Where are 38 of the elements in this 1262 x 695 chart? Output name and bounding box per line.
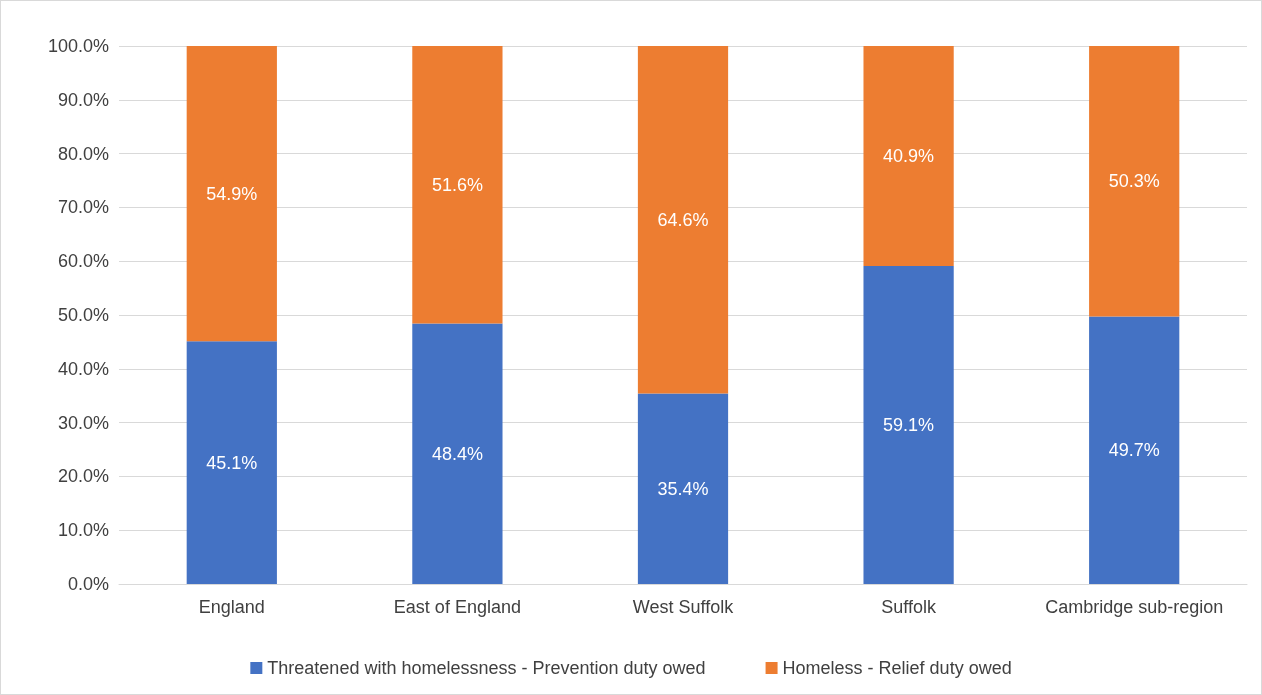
data-label: 51.6% <box>431 174 483 195</box>
bar <box>863 46 954 267</box>
y-tick-label: 20.0% <box>57 466 109 487</box>
data-label: 40.9% <box>883 146 935 167</box>
bar <box>412 46 503 324</box>
y-tick-label: 40.0% <box>57 358 109 379</box>
y-tick-label: 30.0% <box>57 412 109 433</box>
data-label: 54.9% <box>206 183 258 204</box>
bar <box>1089 316 1180 584</box>
x-tick-label: Suffolk <box>881 597 937 617</box>
y-tick-label: 10.0% <box>57 520 109 541</box>
y-tick-label: 60.0% <box>57 251 109 272</box>
bar <box>412 323 503 584</box>
data-label: 59.1% <box>883 415 935 436</box>
y-tick-label: 0.0% <box>67 574 109 594</box>
x-tick-label: Cambridge sub-region <box>1045 597 1224 617</box>
x-tick-label: West Suffolk <box>632 597 735 617</box>
data-label: 45.1% <box>206 452 258 473</box>
bar <box>637 46 729 394</box>
data-label: 64.6% <box>657 209 709 230</box>
y-tick-label: 80.0% <box>57 143 109 164</box>
legend-label: Homeless - Relief duty owed <box>782 658 1012 678</box>
bar <box>637 393 729 584</box>
data-label: 50.3% <box>1108 171 1160 192</box>
legend-label: Threatened with homelessness - Prevention duty owed <box>267 658 706 678</box>
y-tick-label: 100.0% <box>47 36 109 56</box>
data-label: 49.7% <box>1108 440 1160 461</box>
bar <box>863 266 954 584</box>
y-tick-label: 90.0% <box>57 89 109 110</box>
data-label: 35.4% <box>657 478 709 499</box>
data-label: 48.4% <box>431 443 483 464</box>
bar <box>186 341 277 584</box>
x-tick-label: East of England <box>393 597 521 617</box>
bar <box>186 46 277 342</box>
y-tick-label: 50.0% <box>57 305 109 325</box>
bar <box>1089 46 1180 317</box>
y-tick-label: 70.0% <box>57 197 109 218</box>
x-tick-label: England <box>198 597 265 617</box>
